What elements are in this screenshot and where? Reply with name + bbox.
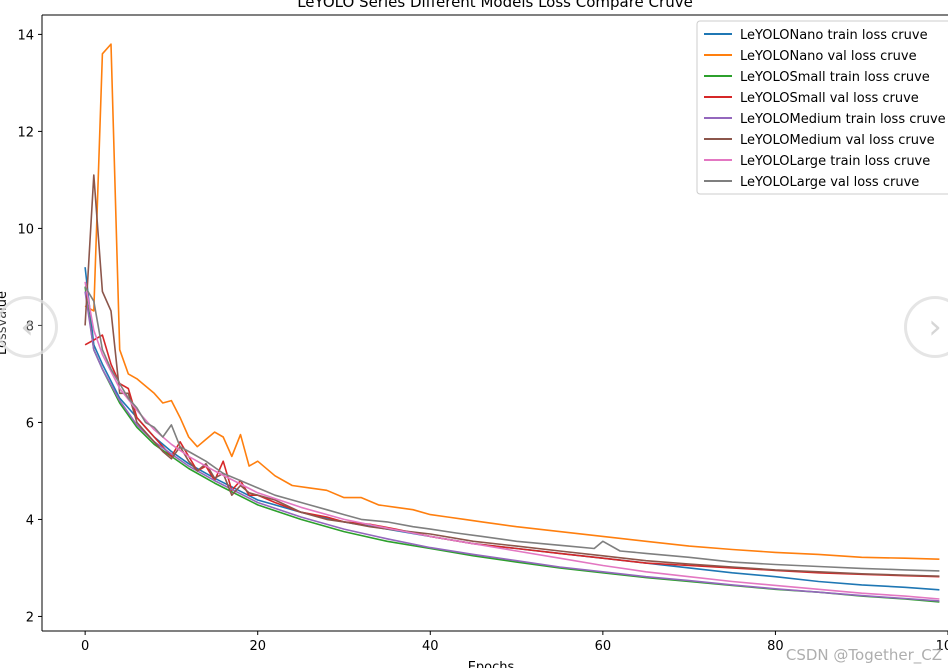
x-tick-label: 40 <box>422 639 439 654</box>
plot-lines <box>84 43 940 603</box>
series-line-4 <box>84 334 940 578</box>
legend-label: LeYOLOSmall val loss cruve <box>740 91 919 106</box>
legend-label: LeYOLOMedium val loss cruve <box>740 133 935 148</box>
legend: LeYOLONano train loss cruve LeYOLONano va… <box>696 20 948 195</box>
x-tick-label: 100 <box>936 639 948 654</box>
legend-frame <box>696 20 948 195</box>
y-tick-label: 6 <box>26 416 34 431</box>
series-line-6 <box>84 174 940 577</box>
legend-label: LeYOLOSmall train loss cruve <box>740 70 930 85</box>
series-line-5 <box>84 291 940 602</box>
x-tick-label: 20 <box>249 639 266 654</box>
x-tick-label: 0 <box>81 639 89 654</box>
chart-title: LeYOLO Series Different Models Loss Comp… <box>297 0 693 11</box>
legend-label: LeYOLOMedium train loss cruve <box>740 112 946 127</box>
legend-label: LeYOLOLarge train loss cruve <box>740 154 930 169</box>
legend-label: LeYOLOLarge val loss cruve <box>740 175 919 190</box>
series-line-8 <box>84 286 940 572</box>
y-tick-label: 12 <box>17 125 34 140</box>
y-tick-label: 2 <box>26 610 34 625</box>
y-tick-label: 10 <box>17 222 34 237</box>
series-line-2 <box>84 43 940 560</box>
y-tick-label: 4 <box>26 513 34 528</box>
legend-label: LeYOLONano train loss cruve <box>740 28 928 43</box>
x-axis-title: Epochs <box>468 660 515 668</box>
watermark: CSDN @Together_CZ <box>785 646 942 664</box>
previous-image-button[interactable]: ‹ <box>0 296 58 358</box>
legend-label: LeYOLONano val loss cruve <box>740 49 917 64</box>
x-tick-label: 60 <box>595 639 612 654</box>
axes: 0204060801002468101214 <box>17 14 948 654</box>
y-tick-label: 14 <box>17 28 34 43</box>
chevron-left-icon: ‹ <box>20 307 34 347</box>
next-image-button[interactable]: › <box>904 296 948 358</box>
x-tick-label: 80 <box>767 639 784 654</box>
chevron-right-icon: › <box>928 307 942 347</box>
series-line-7 <box>84 281 940 600</box>
